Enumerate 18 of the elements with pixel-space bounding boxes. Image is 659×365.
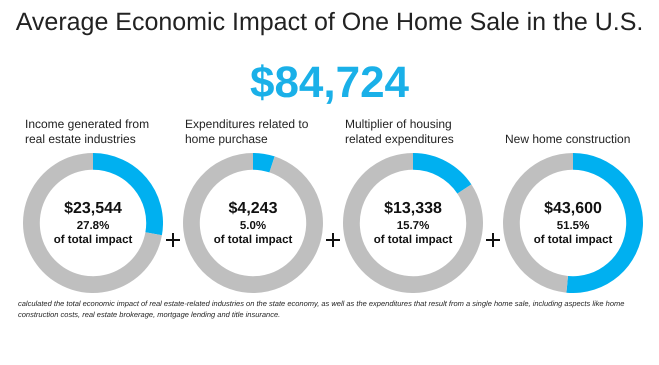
text: of total impact	[534, 233, 612, 247]
text: of total impact	[54, 233, 132, 247]
text: 27.8%	[76, 219, 110, 233]
text: $23,544	[64, 199, 122, 219]
text: $43,600	[544, 199, 602, 219]
text: $13,338	[384, 199, 442, 219]
text: $84,724	[248, 58, 410, 108]
text: of total impact	[374, 233, 452, 247]
chart-title: Expenditures related to home purchase	[185, 117, 308, 146]
chart-title: New home construction	[504, 131, 632, 147]
text: $4,243	[228, 199, 278, 219]
text: 5.0%	[240, 219, 266, 233]
text: Average Economic Impact of One Home Sale in the U.S.	[14, 8, 644, 37]
chart-title: Multiplier of housing related expenditures	[345, 117, 454, 146]
text: 15.7%	[396, 219, 430, 233]
text: 51.5%	[556, 219, 590, 233]
text: of total impact	[214, 233, 292, 247]
chart-title: Income generated from real estate industries	[24, 116, 150, 147]
